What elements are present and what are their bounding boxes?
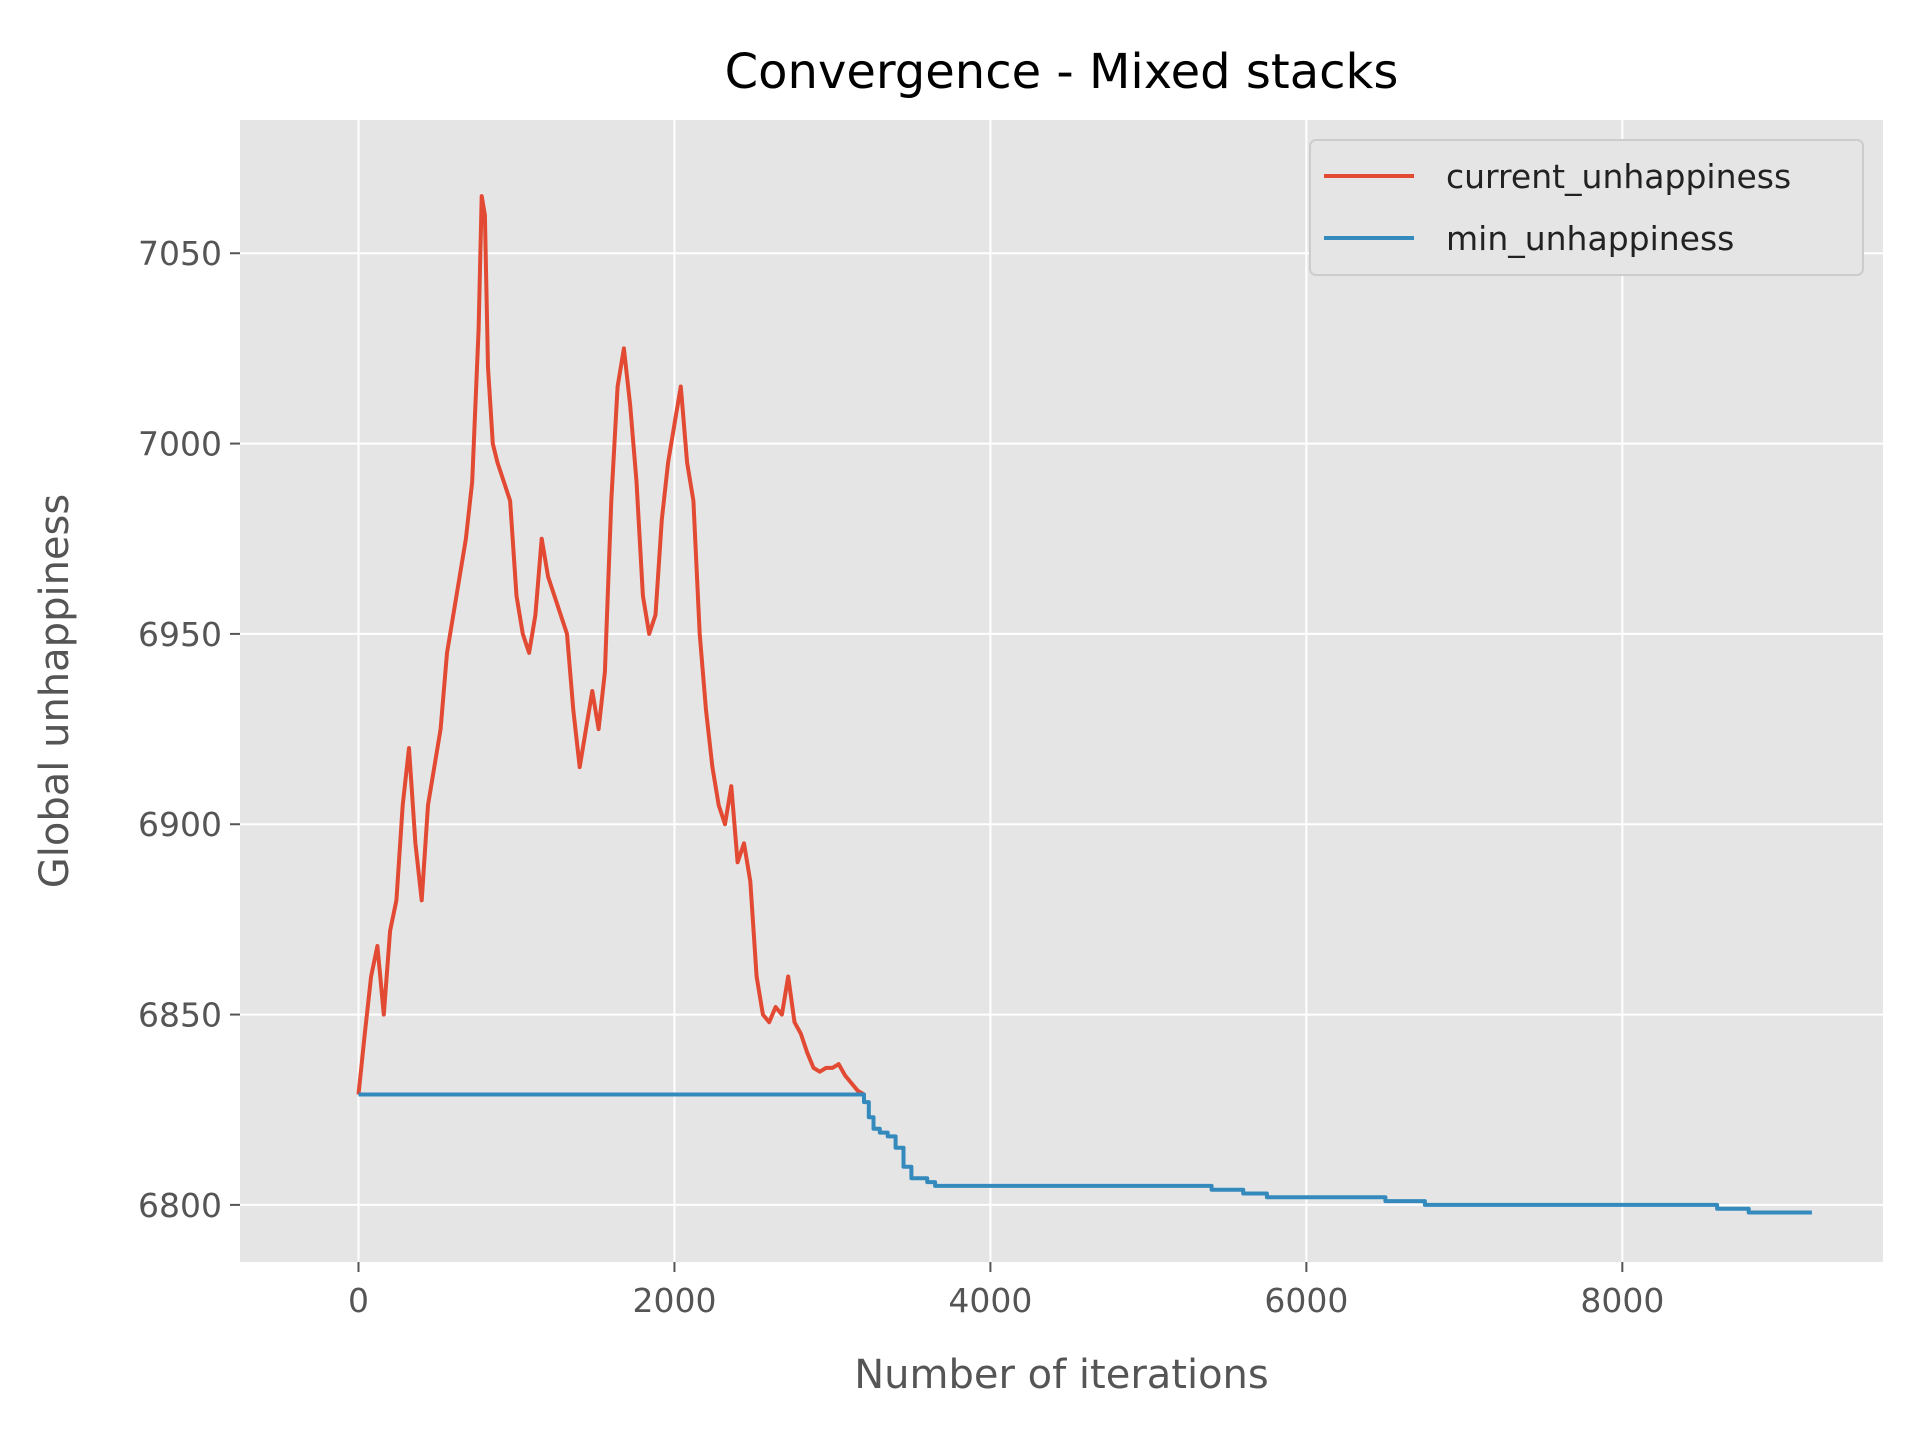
legend-label-min: min_unhappiness [1446,219,1734,258]
series-line-min-unhappiness [358,1092,1812,1215]
y-tick-label: 7000 [138,425,222,464]
legend-box [1309,139,1864,276]
y-tick-label: 6800 [138,1186,222,1225]
legend: current_unhappiness min_unhappiness [1309,139,1864,276]
x-tick-label: 8000 [1580,1281,1664,1320]
y-axis-label: Global unhappiness [32,494,78,888]
y-tick-label: 6850 [138,996,222,1035]
x-tick-label: 6000 [1264,1281,1348,1320]
x-tick-label: 4000 [948,1281,1032,1320]
x-tick-label: 2000 [632,1281,716,1320]
y-tick-label: 7050 [138,234,222,273]
chart-title: Convergence - Mixed stacks [725,44,1399,100]
axis-ticks: 0 2000 4000 6000 8000 6800 6850 6900 6950 7000 705… [138,234,1664,1320]
legend-label-current: current_unhappiness [1446,157,1791,196]
y-tick-label: 6900 [138,805,222,844]
y-tick-label: 6950 [138,615,222,654]
x-axis-label: Number of iterations [854,1352,1269,1398]
series-line-current-unhappiness [356,194,866,1097]
series-lines [356,194,1812,1215]
plot-area [240,120,1883,1262]
x-tick-label: 0 [348,1281,369,1320]
